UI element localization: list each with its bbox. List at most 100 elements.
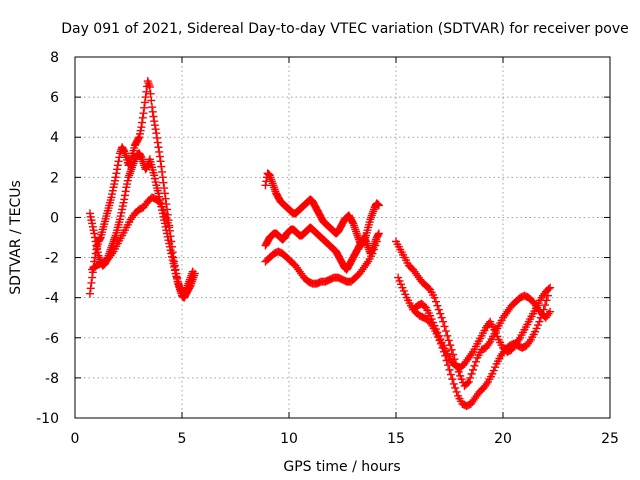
data-point (88, 273, 97, 282)
data-point (157, 162, 166, 171)
data-point (150, 121, 159, 130)
data-point (466, 373, 475, 382)
data-point (188, 267, 197, 276)
x-tick-label: 25 (601, 431, 619, 447)
data-point (447, 345, 456, 354)
data-point (436, 309, 445, 318)
data-point (156, 157, 165, 166)
axis-ticks (74, 56, 611, 419)
data-point (464, 377, 473, 386)
x-tick-label: 10 (280, 431, 298, 447)
data-point (437, 313, 446, 322)
data-point (446, 370, 455, 379)
data-point (113, 161, 122, 170)
data-point (115, 153, 124, 162)
y-tick-label: 2 (50, 170, 59, 186)
data-point (433, 301, 442, 310)
data-point (155, 147, 164, 156)
data-point (145, 83, 154, 92)
data-point (445, 365, 454, 374)
data-point (163, 218, 172, 227)
data-point (467, 369, 476, 378)
data-point (155, 152, 164, 161)
data-point (134, 134, 143, 143)
y-tick-label: -2 (45, 251, 59, 267)
data-point (142, 87, 151, 96)
y-tick-label: 0 (50, 210, 59, 226)
x-tick-label: 5 (178, 431, 187, 447)
data-point (434, 305, 443, 314)
data-point (544, 284, 553, 293)
y-axis-label: SDTVAR / TECUs (8, 180, 24, 295)
data-point (150, 117, 159, 126)
data-point (443, 331, 452, 340)
data-point (120, 191, 129, 200)
data-point (148, 107, 157, 116)
data-point (149, 112, 158, 121)
data-point (463, 379, 472, 388)
data-point (87, 278, 96, 287)
data-point (85, 289, 94, 298)
data-point (165, 223, 174, 232)
data-point (538, 309, 547, 318)
x-tick-label: 0 (71, 431, 80, 447)
data-point (152, 129, 161, 138)
data-point (431, 297, 440, 306)
data-point (95, 234, 104, 243)
data-point (371, 241, 380, 250)
y-tick-label: 4 (50, 130, 59, 146)
data-point (374, 201, 383, 210)
plot-frame (74, 56, 611, 419)
x-axis-label: GPS time / hours (283, 459, 400, 475)
data-point (146, 89, 155, 98)
data-point (113, 165, 122, 174)
data-point (441, 327, 450, 336)
series-group (392, 237, 555, 390)
data-point (469, 365, 478, 374)
data-point (147, 96, 156, 105)
data-point (153, 133, 162, 142)
data-point (90, 229, 99, 238)
data-point (368, 249, 377, 258)
data-point (444, 336, 453, 345)
data-point (160, 209, 169, 218)
series-group (88, 193, 174, 274)
data-point (158, 173, 167, 182)
data-point (112, 169, 121, 178)
data-point (420, 302, 429, 311)
y-tick-label: -10 (36, 411, 59, 427)
data-point (546, 307, 555, 316)
data-point (114, 157, 123, 166)
data-point (374, 230, 383, 239)
data-point (160, 184, 169, 193)
data-point (448, 375, 457, 384)
data-point (372, 237, 381, 246)
data-point (261, 181, 270, 190)
data-point (536, 313, 545, 322)
data-point (121, 187, 130, 196)
x-tick-label: 15 (387, 431, 405, 447)
y-tick-label: -6 (45, 331, 59, 347)
data-point (138, 118, 147, 127)
data-point (541, 301, 550, 310)
chart-title: Day 091 of 2021, Sidereal Day-to-day VTE… (61, 21, 629, 37)
data-point (140, 103, 149, 112)
data-point (451, 383, 460, 392)
data-point (162, 214, 171, 223)
data-point (90, 233, 99, 242)
data-point (154, 143, 163, 152)
data-point (161, 194, 170, 203)
data-point (141, 93, 150, 102)
y-tick-label: 6 (50, 90, 59, 106)
data-point (158, 167, 167, 176)
data-point (91, 237, 100, 246)
data-points (85, 77, 555, 410)
data-point (424, 284, 433, 293)
data-point (546, 283, 555, 292)
data-point (374, 229, 383, 238)
data-point (120, 195, 129, 204)
data-point (539, 305, 548, 314)
y-tick-label: -8 (45, 371, 59, 387)
data-point (86, 284, 95, 293)
